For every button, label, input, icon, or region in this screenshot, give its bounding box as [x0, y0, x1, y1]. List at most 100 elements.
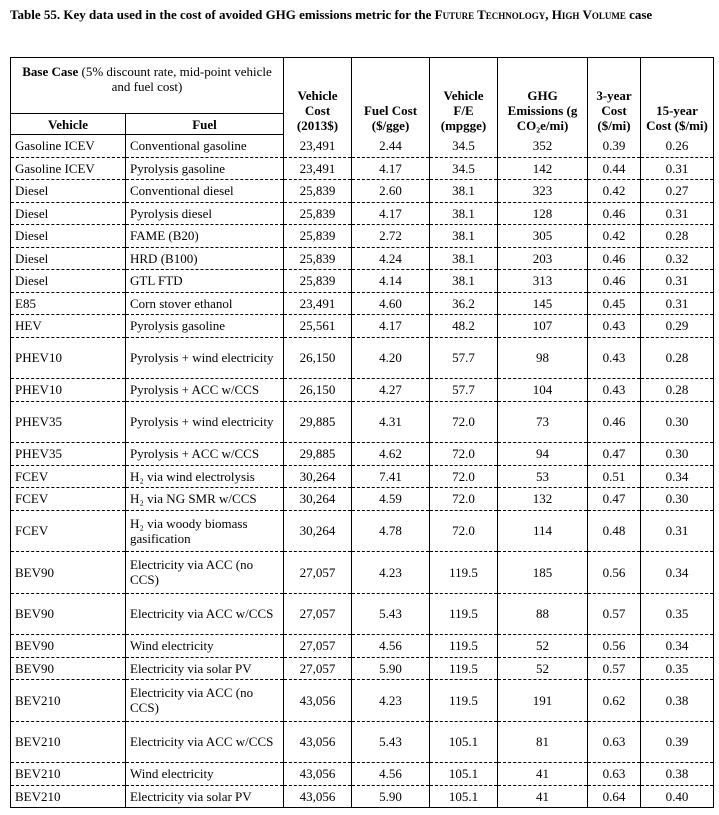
number-cell: 104 — [497, 378, 589, 402]
text-cell: BEV210 — [10, 762, 126, 786]
text-cell: GTL FTD — [124, 269, 285, 293]
text-cell: BEV210 — [10, 785, 126, 808]
text-cell: Electricity via solar PV — [124, 657, 285, 680]
number-cell: 81 — [497, 721, 589, 763]
table-row: BEV90 Wind electricity 27,057 4.56 119.5 52 0.… — [10, 634, 715, 658]
caption-text: case — [625, 7, 653, 22]
number-cell: 30,264 — [283, 510, 353, 552]
number-cell: 0.39 — [587, 134, 642, 158]
number-cell: 4.59 — [351, 487, 431, 511]
number-cell: 0.62 — [587, 679, 642, 722]
number-cell: 2.60 — [351, 179, 431, 203]
number-cell: 0.44 — [587, 157, 642, 180]
number-cell: 43,056 — [283, 679, 353, 722]
number-cell: 313 — [497, 269, 589, 293]
number-cell: 23,491 — [283, 157, 353, 180]
number-cell: 5.43 — [351, 593, 431, 635]
text-cell: BEV90 — [10, 551, 126, 594]
number-cell: 43,056 — [283, 785, 353, 808]
number-cell: 4.56 — [351, 634, 431, 658]
text-cell: FCEV — [10, 510, 126, 552]
number-cell: 29,885 — [283, 442, 353, 466]
number-cell: 0.42 — [587, 224, 642, 248]
number-cell: 119.5 — [429, 679, 499, 722]
number-cell: 0.46 — [587, 269, 642, 293]
table-row: BEV210 Electricity via ACC (no CCS) 43,056… — [10, 679, 715, 722]
number-cell: 119.5 — [429, 634, 499, 658]
text-cell: BEV90 — [10, 634, 126, 658]
number-cell: 72.0 — [429, 510, 499, 552]
number-cell: 38.1 — [429, 247, 499, 270]
number-cell: 4.27 — [351, 378, 431, 402]
number-cell: 0.42 — [587, 179, 642, 203]
number-cell: 0.51 — [587, 465, 642, 488]
number-cell: 4.31 — [351, 401, 431, 443]
number-cell: 0.31 — [640, 202, 715, 225]
number-cell: 0.46 — [587, 401, 642, 443]
number-cell: 98 — [497, 337, 589, 379]
base-case-note: (5% discount rate, mid-point vehicle and… — [81, 64, 272, 94]
number-cell: 25,839 — [283, 224, 353, 248]
data-table: Base Case (5% discount rate, mid-point v… — [9, 57, 715, 808]
number-cell: 0.39 — [640, 721, 715, 763]
number-cell: 25,839 — [283, 247, 353, 270]
number-cell: 0.34 — [640, 465, 715, 488]
number-cell: 4.23 — [351, 679, 431, 722]
number-cell: 52 — [497, 634, 589, 658]
number-cell: 26,150 — [283, 378, 353, 402]
text-cell: Gasoline ICEV — [10, 134, 126, 158]
number-cell: 0.43 — [587, 314, 642, 338]
text-cell: Diesel — [10, 202, 126, 225]
table-caption: Table 55. Key data used in the cost of a… — [10, 6, 710, 23]
number-cell: 43,056 — [283, 721, 353, 763]
number-cell: 203 — [497, 247, 589, 270]
number-cell: 4.56 — [351, 762, 431, 786]
number-cell: 114 — [497, 510, 589, 552]
number-cell: 105.1 — [429, 762, 499, 786]
number-cell: 0.28 — [640, 337, 715, 379]
caption-case-name: Future Technology, High Volume — [434, 7, 626, 22]
header-row: Base Case (5% discount rate, mid-point v… — [9, 57, 715, 135]
table-row: BEV90 Electricity via ACC w/CCS 27,057 5.43… — [10, 593, 715, 635]
number-cell: 25,561 — [283, 314, 353, 338]
table-row: HEV Pyrolysis gasoline 25,561 4.17 48.2 107 0.… — [10, 314, 715, 338]
number-cell: 0.56 — [587, 634, 642, 658]
number-cell: 38.1 — [429, 269, 499, 293]
number-cell: 27,057 — [283, 634, 353, 658]
number-cell: 5.90 — [351, 785, 431, 808]
text-cell: Electricity via ACC w/CCS — [124, 593, 285, 635]
text-cell: Diesel — [10, 269, 126, 293]
number-cell: 0.30 — [640, 487, 715, 511]
text-cell: FCEV — [10, 487, 126, 511]
base-case-header: Base Case (5% discount rate, mid-point v… — [9, 57, 285, 114]
number-cell: 119.5 — [429, 593, 499, 635]
number-cell: 0.56 — [587, 551, 642, 594]
number-cell: 105.1 — [429, 721, 499, 763]
number-cell: 0.30 — [640, 442, 715, 466]
number-cell: 30,264 — [283, 465, 353, 488]
number-cell: 23,491 — [283, 134, 353, 158]
number-cell: 0.31 — [640, 269, 715, 293]
number-cell: 107 — [497, 314, 589, 338]
number-cell: 4.78 — [351, 510, 431, 552]
number-cell: 38.1 — [429, 224, 499, 248]
number-cell: 191 — [497, 679, 589, 722]
number-cell: 72.0 — [429, 442, 499, 466]
number-cell: 43,056 — [283, 762, 353, 786]
number-cell: 185 — [497, 551, 589, 594]
number-cell: 34.5 — [429, 157, 499, 180]
column-header: Fuel Cost ($/gge) — [351, 57, 431, 135]
number-cell: 119.5 — [429, 657, 499, 680]
number-cell: 4.62 — [351, 442, 431, 466]
text-cell: Pyrolysis + wind electricity — [124, 337, 285, 379]
number-cell: 53 — [497, 465, 589, 488]
text-cell: PHEV35 — [10, 401, 126, 443]
number-cell: 0.43 — [587, 378, 642, 402]
table-row: PHEV35 Pyrolysis + wind electricity 29,885… — [10, 401, 715, 443]
text-cell: BEV90 — [10, 593, 126, 635]
table-row: PHEV10 Pyrolysis + wind electricity 26,150… — [10, 337, 715, 379]
text-cell: BEV90 — [10, 657, 126, 680]
number-cell: 145 — [497, 292, 589, 315]
number-cell: 0.28 — [640, 378, 715, 402]
